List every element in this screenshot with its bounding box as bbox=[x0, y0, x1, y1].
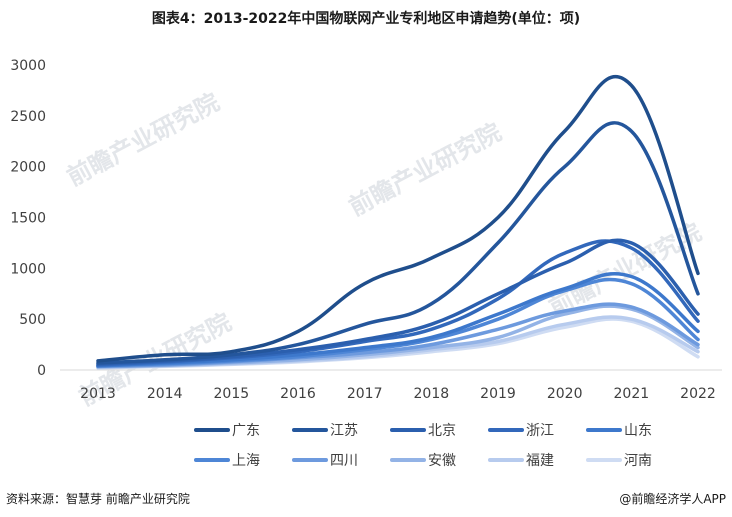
legend-label: 广东 bbox=[232, 423, 260, 439]
x-tick-label: 2022 bbox=[680, 386, 716, 402]
x-tick-label: 2021 bbox=[614, 386, 650, 402]
legend-label: 河南 bbox=[624, 453, 652, 469]
legend-label: 北京 bbox=[428, 423, 456, 439]
legend-label: 上海 bbox=[232, 453, 260, 469]
series-line-广东 bbox=[96, 75, 700, 363]
legend-label: 山东 bbox=[624, 423, 652, 439]
legend-label: 浙江 bbox=[526, 423, 554, 439]
y-tick-label: 1500 bbox=[10, 211, 46, 227]
legend-label: 安徽 bbox=[428, 453, 456, 469]
x-tick-label: 2013 bbox=[80, 386, 116, 402]
legend-label: 福建 bbox=[526, 453, 554, 469]
y-tick-label: 0 bbox=[37, 363, 46, 379]
x-tick-label: 2020 bbox=[547, 386, 583, 402]
x-tick-label: 2019 bbox=[480, 386, 516, 402]
x-tick-label: 2017 bbox=[347, 386, 383, 402]
y-tick-label: 3000 bbox=[10, 58, 46, 74]
x-tick-label: 2015 bbox=[214, 386, 250, 402]
x-tick-label: 2014 bbox=[147, 386, 183, 402]
y-tick-label: 1000 bbox=[10, 261, 46, 277]
x-tick-label: 2018 bbox=[414, 386, 450, 402]
series-line-江苏 bbox=[96, 121, 700, 365]
legend-label: 江苏 bbox=[330, 423, 358, 439]
x-tick-label: 2016 bbox=[280, 386, 316, 402]
chart-title: 图表4：2013-2022年中国物联网产业专利地区申请趋势(单位：项) bbox=[151, 11, 581, 27]
source-note: 资料来源：智慧芽 前瞻产业研究院 bbox=[6, 492, 190, 506]
y-tick-label: 2500 bbox=[10, 109, 46, 125]
legend-label: 四川 bbox=[330, 453, 358, 469]
y-tick-label: 500 bbox=[19, 312, 46, 328]
y-tick-label: 2000 bbox=[10, 160, 46, 176]
brand-label: @前瞻经济学人APP bbox=[619, 492, 726, 506]
